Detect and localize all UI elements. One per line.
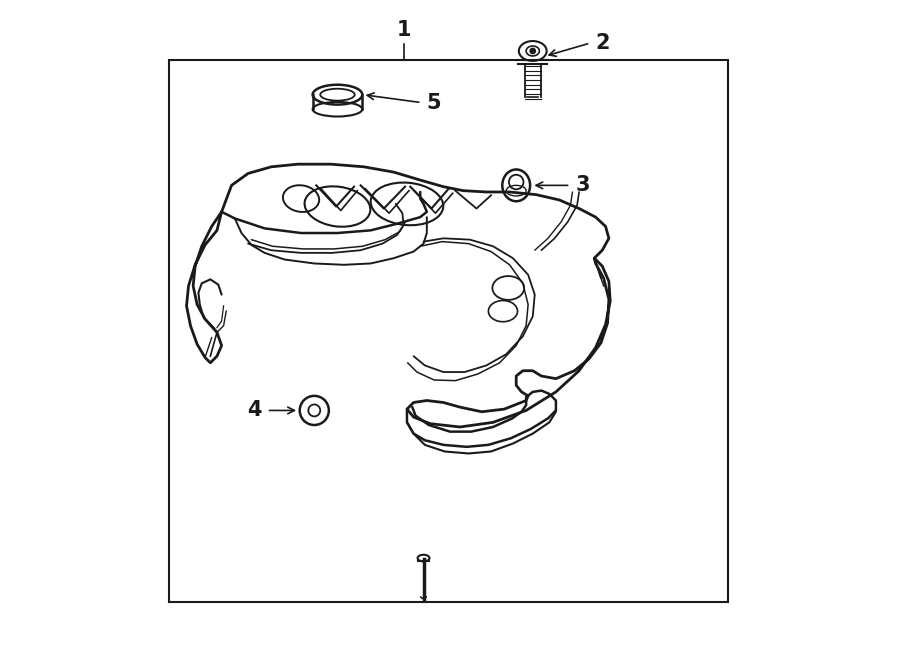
- Circle shape: [530, 48, 536, 54]
- Text: 1: 1: [396, 20, 411, 40]
- Text: 4: 4: [247, 401, 261, 420]
- Ellipse shape: [312, 85, 363, 105]
- Ellipse shape: [418, 555, 429, 561]
- Text: 3: 3: [576, 175, 590, 195]
- Text: 2: 2: [596, 33, 610, 53]
- Bar: [168, 60, 728, 602]
- Ellipse shape: [502, 169, 530, 201]
- Circle shape: [300, 396, 328, 425]
- Ellipse shape: [518, 41, 546, 61]
- Text: 5: 5: [427, 93, 442, 113]
